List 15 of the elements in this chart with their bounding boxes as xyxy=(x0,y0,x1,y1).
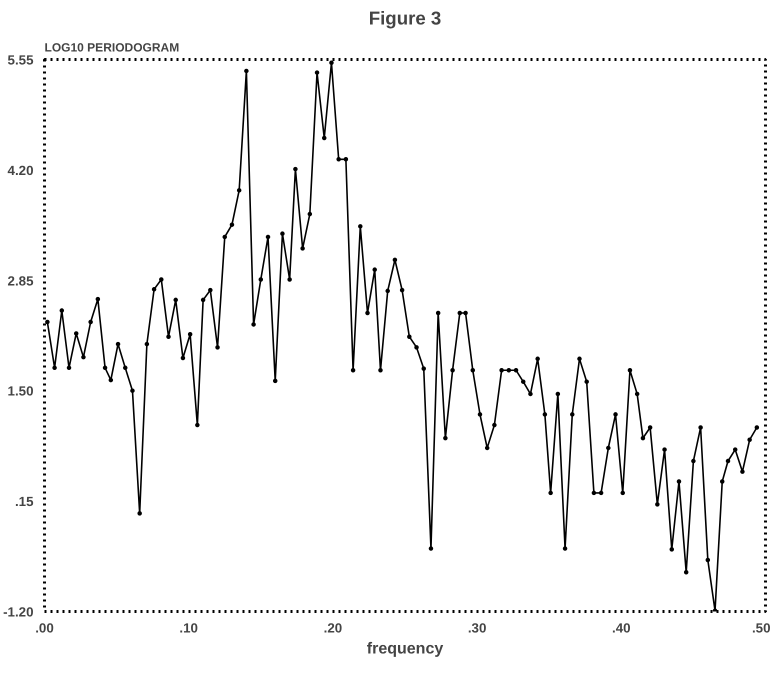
x-tick-label: .30 xyxy=(468,620,486,636)
x-tick-label: .40 xyxy=(612,620,631,636)
chart-title: Figure 3 xyxy=(368,8,442,28)
y-tick-label: .15 xyxy=(14,494,34,510)
y-tick-label: 1.50 xyxy=(8,384,34,399)
x-tick-label: .00 xyxy=(35,620,54,636)
y-axis-title: LOG10 PERIODOGRAM xyxy=(44,40,180,54)
x-axis-title: frequency xyxy=(366,640,444,658)
x-tick-label: .50 xyxy=(752,620,771,636)
y-tick-label: 4.20 xyxy=(8,162,34,178)
y-tick-label: 5.55 xyxy=(8,52,34,68)
y-tick-label: -1.20 xyxy=(3,604,34,620)
y-tick-label: 2.85 xyxy=(8,273,34,288)
x-tick-label: .20 xyxy=(324,620,342,636)
x-tick-label: .10 xyxy=(179,620,198,636)
